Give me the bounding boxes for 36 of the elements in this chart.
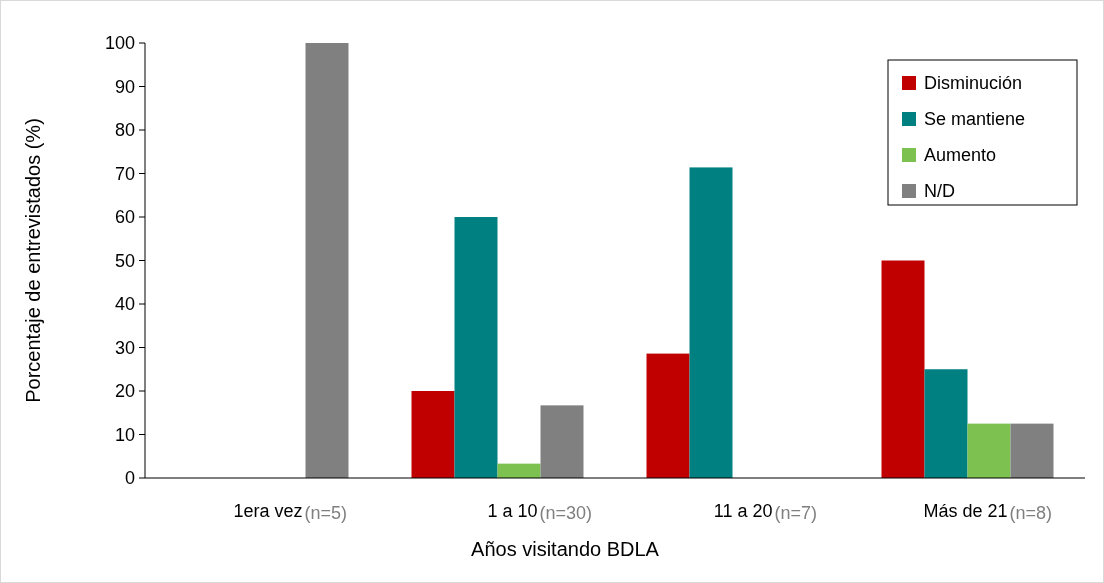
legend-label: Se mantiene bbox=[924, 109, 1026, 130]
legend-label: Disminución bbox=[924, 73, 1023, 94]
y-tick-label: 70 bbox=[114, 163, 135, 184]
bar bbox=[497, 463, 541, 478]
bar bbox=[305, 43, 349, 478]
y-tick-label: 100 bbox=[104, 33, 135, 54]
legend-label: Aumento bbox=[924, 145, 997, 166]
text: (n=5) bbox=[304, 503, 348, 523]
x-tick-label: Más de 21 bbox=[923, 501, 1008, 521]
x-axis-title: Años visitando BDLA bbox=[471, 538, 660, 560]
y-tick-label: 90 bbox=[114, 76, 135, 97]
x-tick-label: 1era vez bbox=[233, 501, 303, 521]
text: (n=7) bbox=[774, 503, 818, 523]
y-tick-label: 80 bbox=[114, 120, 135, 141]
bar bbox=[540, 405, 584, 478]
y-tick-label: 30 bbox=[114, 337, 135, 358]
y-tick-label: 60 bbox=[114, 207, 135, 228]
bar bbox=[881, 260, 925, 478]
x-tick-label: 1 a 10 bbox=[487, 501, 538, 521]
bar bbox=[1010, 423, 1054, 478]
legend-label: N/D bbox=[924, 181, 955, 202]
bar bbox=[454, 217, 498, 478]
y-tick-label: 10 bbox=[114, 424, 135, 445]
text: (n=30) bbox=[539, 503, 593, 523]
text: (n=8) bbox=[1009, 503, 1053, 523]
bar bbox=[689, 167, 733, 478]
y-tick-label: 50 bbox=[114, 250, 135, 271]
bar bbox=[646, 353, 690, 478]
x-tick-label: 11 a 20 bbox=[713, 501, 773, 521]
y-tick-label: 0 bbox=[124, 468, 135, 489]
y-tick-label: 40 bbox=[114, 294, 135, 315]
bar bbox=[924, 369, 968, 478]
bar bbox=[967, 423, 1011, 478]
y-axis-title: Porcentaje de entrevistados (%) bbox=[22, 118, 44, 403]
y-tick-label: 20 bbox=[114, 381, 135, 402]
bar bbox=[411, 391, 455, 478]
